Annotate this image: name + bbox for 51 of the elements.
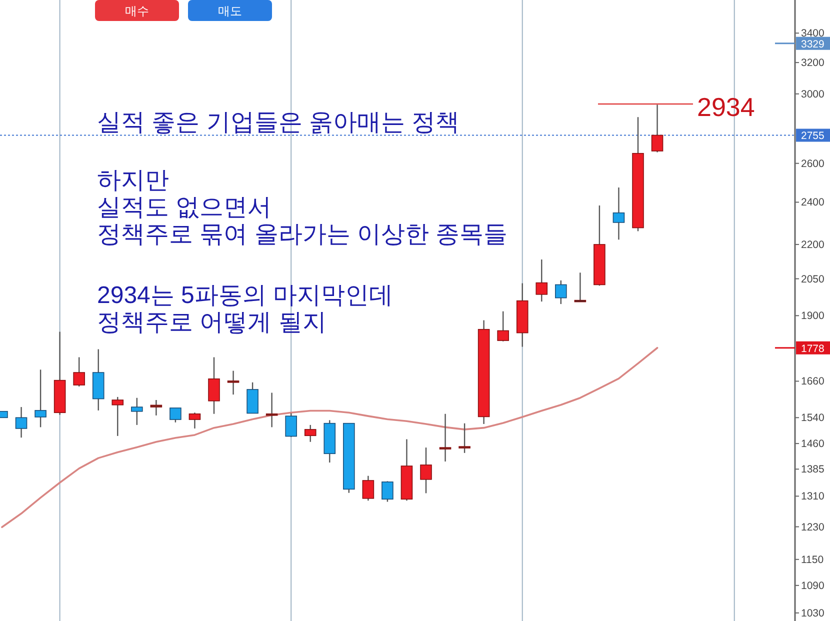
candlestick <box>362 475 374 502</box>
ref-line-label: 3329 <box>801 38 825 50</box>
annotation: 실적 좋은 기업들은 옭아매는 정책 <box>97 109 460 136</box>
line-series <box>1 346 658 528</box>
candlestick <box>131 397 143 426</box>
candlestick <box>458 422 470 454</box>
y-tick-label: 1030 <box>801 607 825 620</box>
candlestick <box>246 382 258 414</box>
y-tick-label: 1150 <box>801 554 824 566</box>
candlestick <box>34 369 46 428</box>
candlestick <box>439 413 452 462</box>
candlestick <box>382 480 394 502</box>
y-tick-label: 1310 <box>801 490 825 503</box>
y-tick-label: 3400 <box>801 28 825 40</box>
candlestick <box>555 280 567 305</box>
candlestick <box>497 310 509 342</box>
annotation: 매수 <box>125 4 149 18</box>
candlestick <box>285 412 297 438</box>
candlestick <box>304 424 316 442</box>
candlestick <box>150 399 162 416</box>
candlestick <box>420 446 432 494</box>
candlestick <box>170 407 182 423</box>
ref-line-label: 1778 <box>801 342 825 355</box>
candlestick <box>188 412 201 430</box>
text: 2934 <box>697 92 755 122</box>
y-tick-label: 2050 <box>801 273 825 286</box>
y-tick-label: 1660 <box>801 376 825 388</box>
y-tick-label: 2200 <box>801 238 825 251</box>
annotation: 하지만 실적도 없으면서 정책주로 묶여 올라가는 이상한 종목들 <box>97 167 508 248</box>
y-tick-label: 2400 <box>801 196 825 209</box>
y-tick-label: 1900 <box>801 310 825 322</box>
ref-line-label: 2755 <box>801 130 825 142</box>
y-tick-label: 1460 <box>801 438 825 450</box>
annotation: 2934는 5파동의 마지막인데 정책주로 어떻게 될지 <box>97 282 394 336</box>
y-tick-label: 1385 <box>801 464 825 476</box>
candlestick <box>112 396 124 437</box>
candlestick <box>651 104 664 153</box>
candlestick <box>208 356 220 414</box>
y-tick-label: 3000 <box>801 88 825 100</box>
y-tick-label: 1230 <box>801 521 825 534</box>
candlestick <box>266 392 278 428</box>
candlestick <box>227 370 240 396</box>
candlestick <box>73 356 85 388</box>
candlestick <box>15 406 28 438</box>
y-tick-label: 3200 <box>801 57 825 70</box>
candlestick <box>612 186 625 240</box>
annotation: 매도 <box>218 4 242 18</box>
y-tick-label: 1090 <box>801 580 825 592</box>
candlestick <box>536 258 548 302</box>
y-tick-label: 1540 <box>801 412 825 424</box>
y-tick-label: 2600 <box>801 158 825 170</box>
